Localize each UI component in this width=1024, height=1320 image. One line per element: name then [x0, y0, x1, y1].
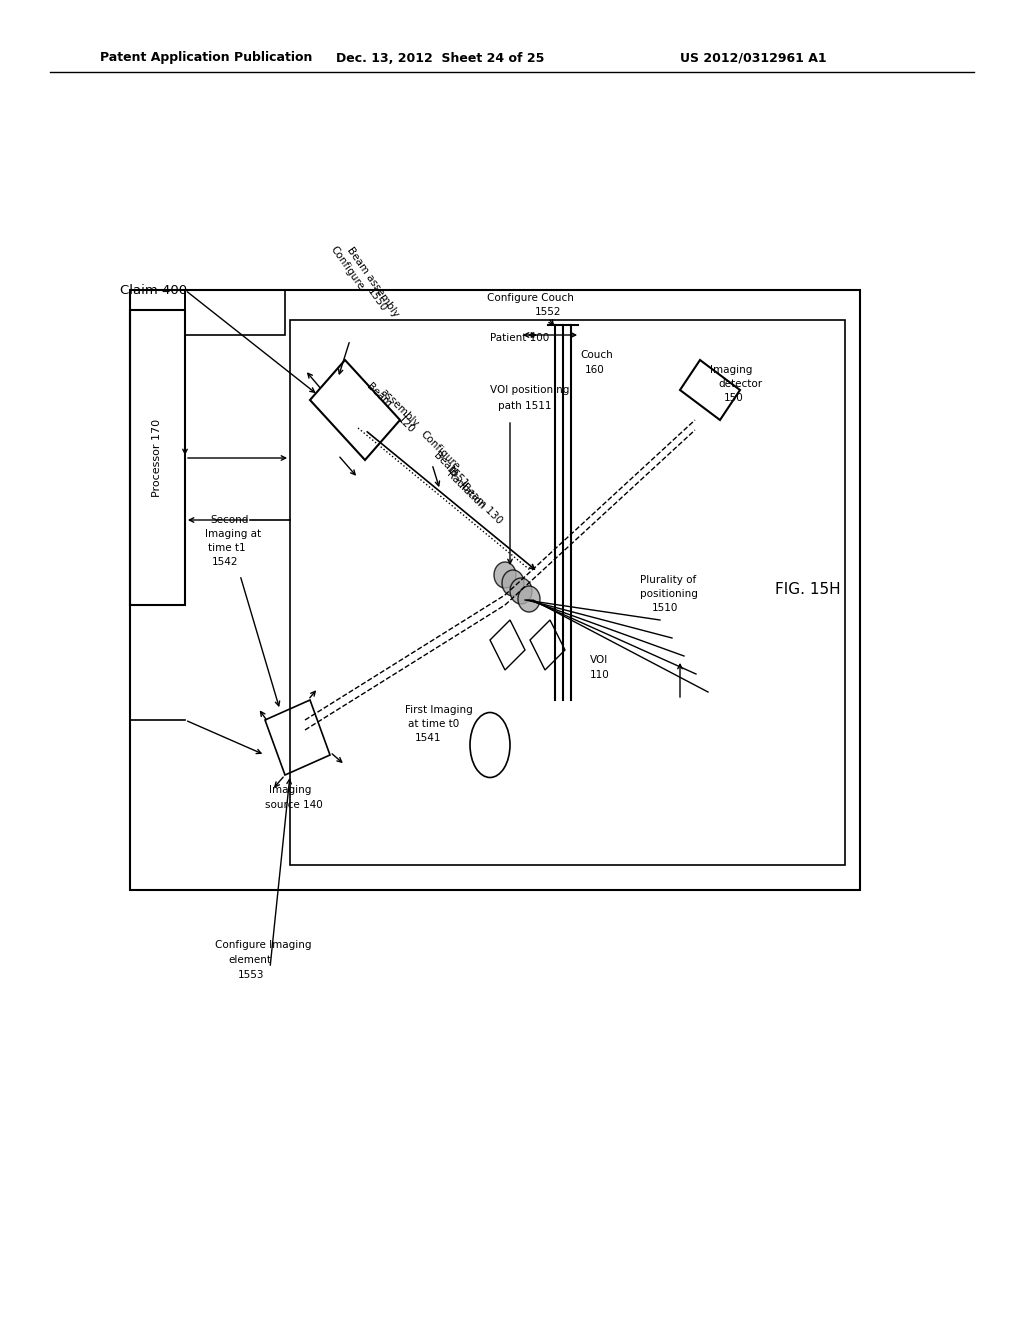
Bar — [130, 310, 185, 605]
Text: Beam: Beam — [432, 450, 460, 478]
Text: 1553: 1553 — [238, 970, 264, 979]
Text: Second: Second — [210, 515, 249, 525]
Text: 1542: 1542 — [212, 557, 239, 568]
Text: 1510: 1510 — [652, 603, 678, 612]
Text: Beam assembly: Beam assembly — [345, 246, 400, 319]
Text: Configure Couch: Configure Couch — [486, 293, 573, 304]
Text: path 1511: path 1511 — [498, 401, 552, 411]
Text: Dec. 13, 2012  Sheet 24 of 25: Dec. 13, 2012 Sheet 24 of 25 — [336, 51, 544, 65]
Text: Patent Application Publication: Patent Application Publication — [100, 51, 312, 65]
Ellipse shape — [518, 586, 540, 612]
Text: Beam: Beam — [365, 381, 393, 409]
Text: Patient 100: Patient 100 — [490, 333, 549, 343]
Text: FIG. 15H: FIG. 15H — [775, 582, 841, 598]
Text: 1550: 1550 — [365, 286, 388, 314]
Text: Configure: Configure — [418, 429, 461, 471]
Text: element: element — [228, 954, 271, 965]
Text: 120: 120 — [395, 414, 416, 436]
Ellipse shape — [502, 570, 524, 597]
Text: VOI positioning: VOI positioning — [490, 385, 569, 395]
Text: at time t0: at time t0 — [408, 719, 459, 729]
Text: Imaging: Imaging — [269, 785, 311, 795]
Text: Imaging at: Imaging at — [205, 529, 261, 539]
Text: 1551: 1551 — [444, 465, 470, 490]
Text: time t1: time t1 — [208, 543, 246, 553]
Text: Radiation: Radiation — [445, 469, 487, 511]
Text: Configure: Configure — [328, 244, 366, 292]
Text: source 140: source 140 — [265, 800, 323, 810]
Text: Imaging: Imaging — [710, 366, 753, 375]
Bar — [130, 290, 860, 890]
Text: Claim 400: Claim 400 — [120, 284, 187, 297]
Text: detector: detector — [718, 379, 762, 389]
Bar — [290, 319, 845, 865]
Text: VOI: VOI — [590, 655, 608, 665]
Text: Beam 130: Beam 130 — [460, 482, 505, 527]
Bar — [185, 290, 285, 335]
Text: 160: 160 — [585, 366, 605, 375]
Text: 110: 110 — [590, 671, 609, 680]
Text: First Imaging: First Imaging — [406, 705, 473, 715]
Text: 1541: 1541 — [415, 733, 441, 743]
Text: Configure Imaging: Configure Imaging — [215, 940, 311, 950]
Text: 1552: 1552 — [535, 308, 561, 317]
Text: US 2012/0312961 A1: US 2012/0312961 A1 — [680, 51, 826, 65]
Ellipse shape — [494, 562, 516, 587]
Text: Processor 170: Processor 170 — [152, 418, 162, 498]
Text: Couch: Couch — [580, 350, 612, 360]
Ellipse shape — [510, 578, 532, 605]
Text: Plurality of: Plurality of — [640, 576, 696, 585]
Text: 150: 150 — [724, 393, 743, 403]
Text: assembly: assembly — [378, 387, 420, 429]
Text: positioning: positioning — [640, 589, 698, 599]
